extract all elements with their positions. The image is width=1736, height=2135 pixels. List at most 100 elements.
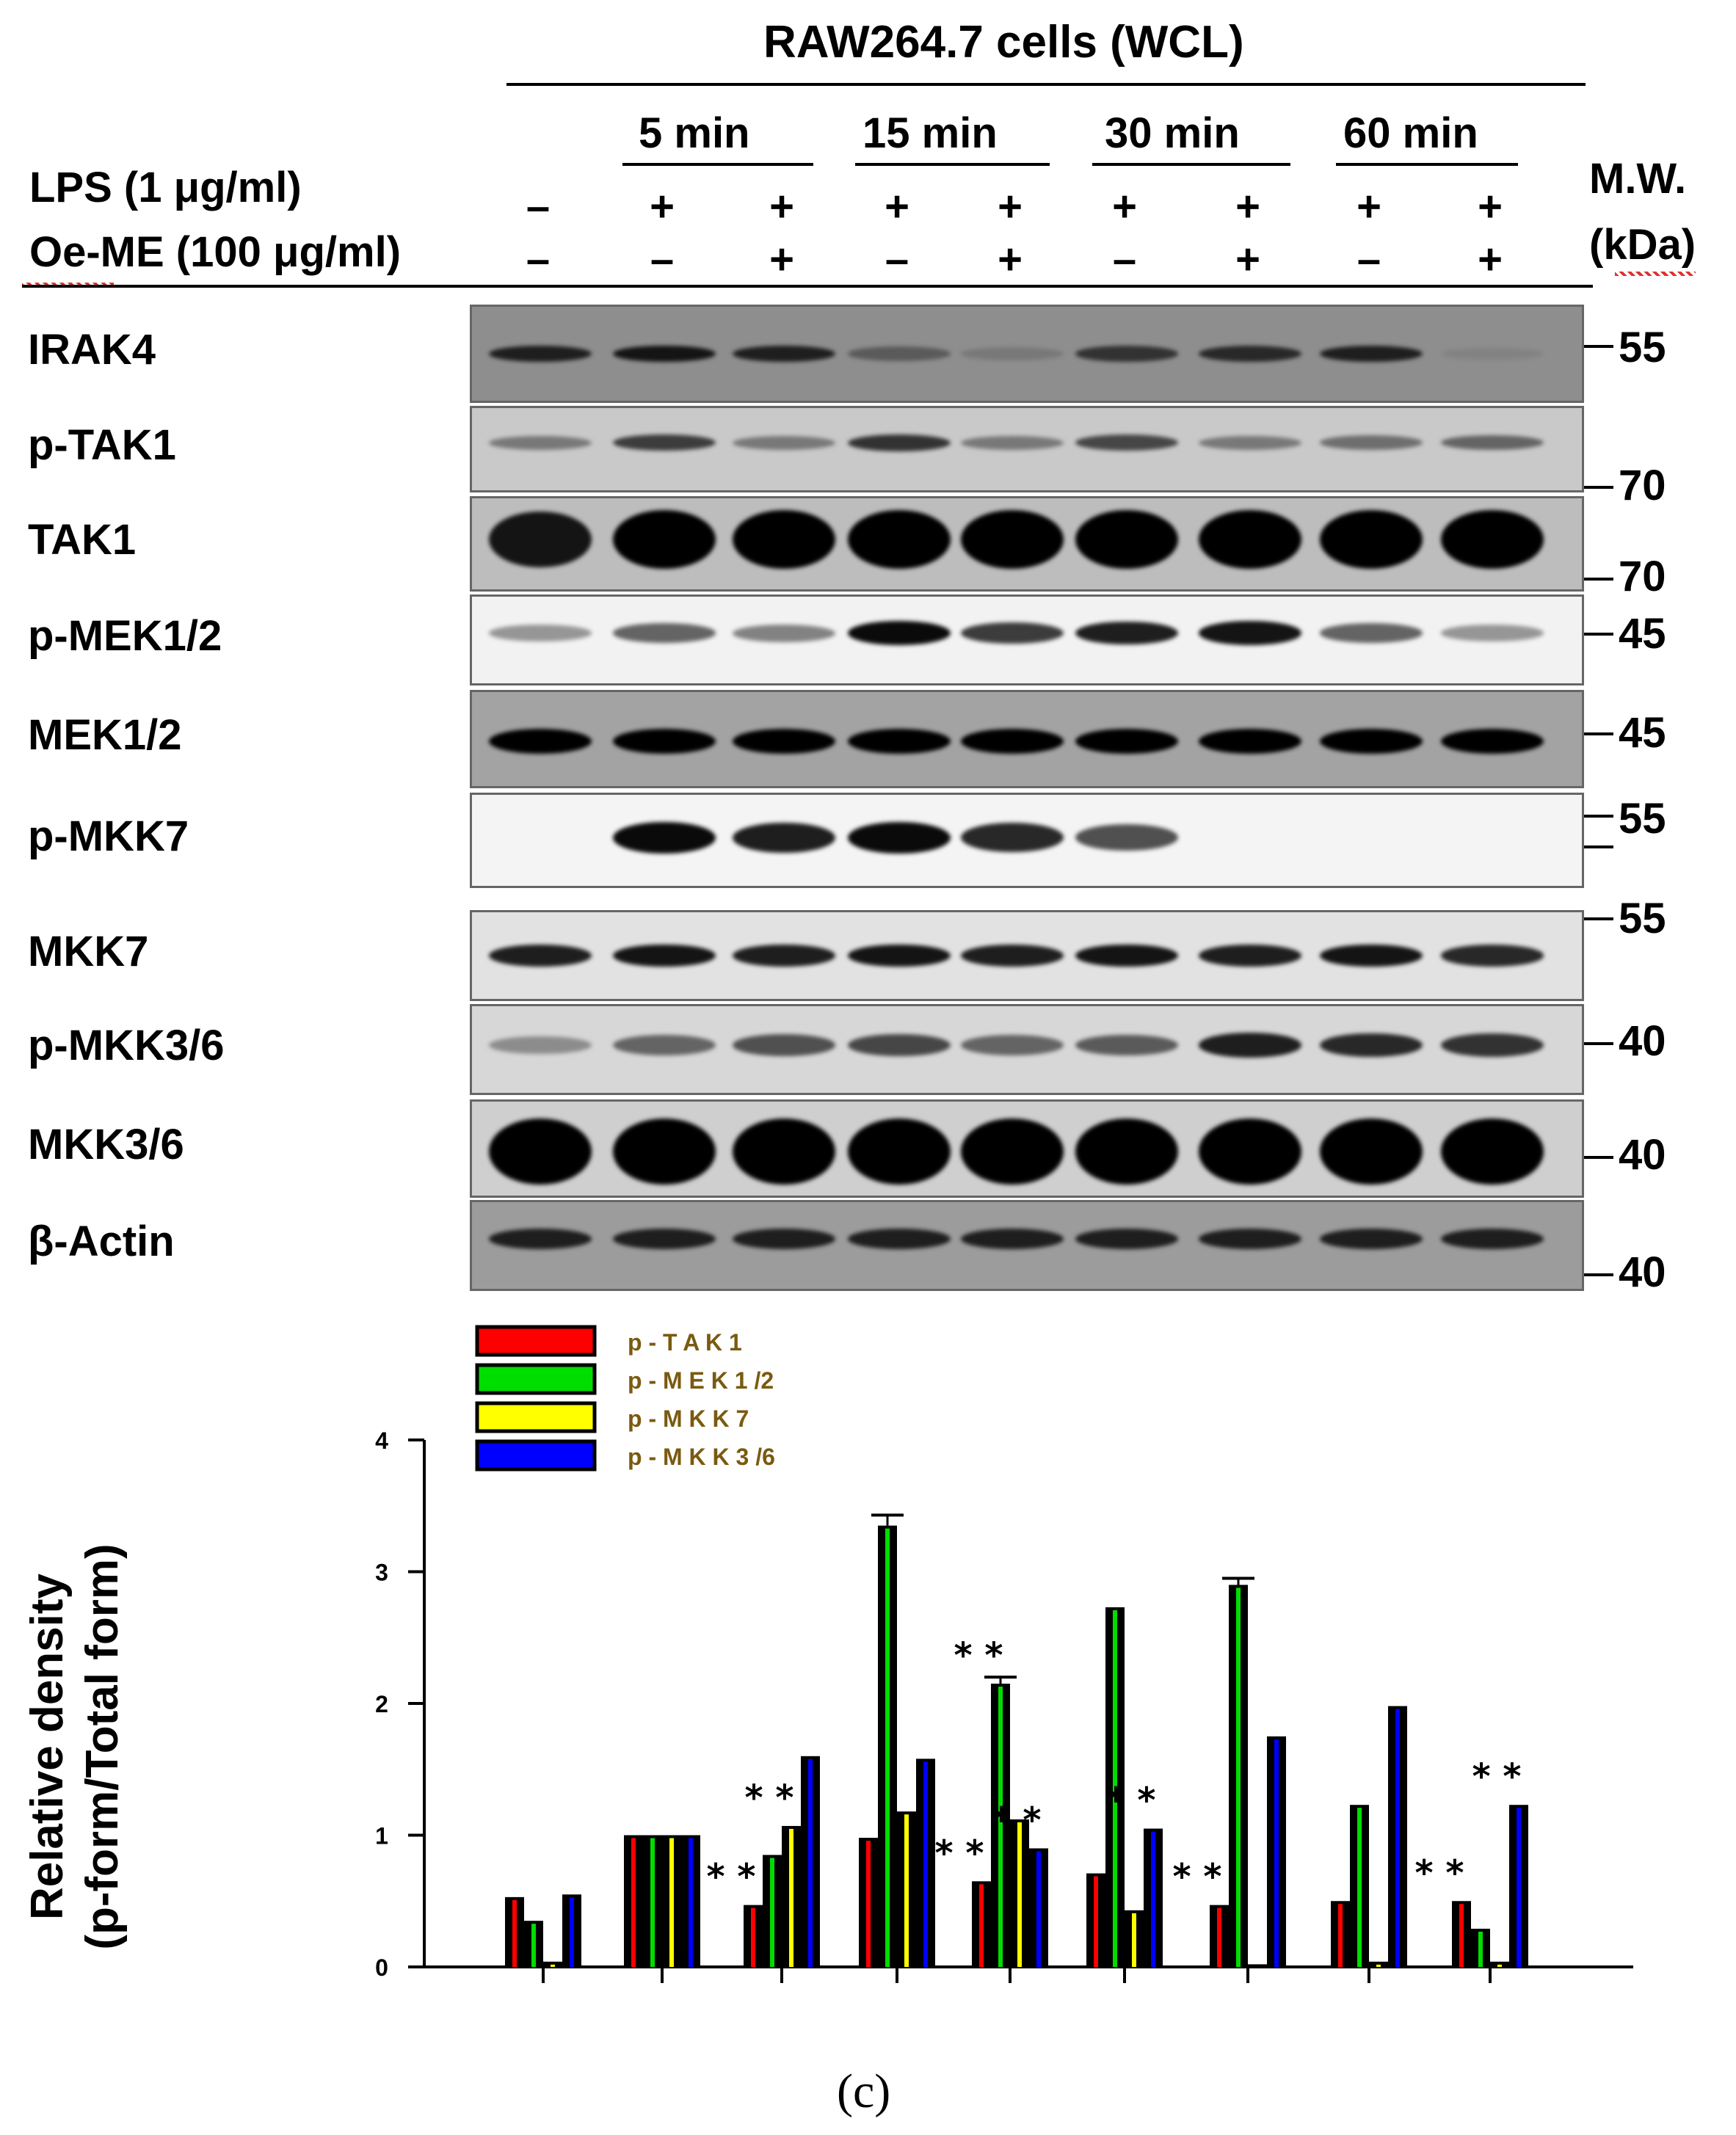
band-tak1-lane-3 <box>733 509 835 569</box>
blot-label-mkk3-6: MKK3/6 <box>28 1121 184 1168</box>
band-mek1-2-lane-7 <box>1199 728 1301 754</box>
bar-core-series2-group2 <box>650 1838 655 1967</box>
bar-core-series3-group8 <box>1376 1964 1381 1967</box>
y-tick-label-0: 0 <box>375 1954 388 1981</box>
band-mkk3-6-lane-9 <box>1441 1118 1544 1185</box>
bar-core-series4-group9 <box>1517 1808 1521 1967</box>
mw-tick-p-mkk7-1 <box>1584 845 1613 848</box>
bar-core-series1-group5 <box>979 1884 984 1967</box>
legend-label-2: p - M E K 1 /2 <box>628 1367 774 1394</box>
legend-label-3: p - M K K 7 <box>628 1405 749 1432</box>
y-axis-label-unit: (p-form/Total form) <box>77 1543 128 1949</box>
blot-label-mkk7: MKK7 <box>28 928 149 975</box>
band-mkk7-lane-2 <box>613 944 716 967</box>
bar-core-series3-group3 <box>789 1828 793 1967</box>
lps-sign-lane-1: – <box>526 183 551 230</box>
oeme-sign-lane-1: – <box>526 236 551 283</box>
mw-tick-mkk3-6 <box>1584 1156 1613 1159</box>
mw-value-p-tak1: 70 <box>1619 462 1666 509</box>
bar-core-series2-group3 <box>770 1858 774 1967</box>
band-mkk7-lane-7 <box>1199 945 1301 967</box>
bar-core-series3-group9 <box>1497 1964 1502 1967</box>
bar-core-series4-group1 <box>570 1897 574 1967</box>
band-mek1-2-lane-6 <box>1075 728 1178 754</box>
band-p-mkk7-lane-6 <box>1075 824 1178 851</box>
blot-label-tak1: TAK1 <box>28 516 137 564</box>
band--actin-lane-8 <box>1320 1228 1423 1249</box>
band-mkk3-6-lane-3 <box>733 1118 835 1185</box>
mw-value-p-mek1-2: 45 <box>1619 610 1666 658</box>
band-p-mkk3-6-lane-5 <box>961 1035 1064 1056</box>
bar-core-series2-group7 <box>1236 1587 1241 1967</box>
timepoint-underline-15min <box>855 163 1050 166</box>
band-p-mek1-2-lane-8 <box>1320 623 1423 643</box>
y-tick-label-3: 3 <box>375 1560 388 1586</box>
figure-caption: (c) <box>837 2065 891 2118</box>
blot-label-irak4: IRAK4 <box>28 326 156 374</box>
band-mkk7-lane-8 <box>1320 944 1423 967</box>
band-mkk7-lane-1 <box>489 945 592 967</box>
lps-sign-lane-2: + <box>650 183 675 230</box>
bar-core-series1-group1 <box>512 1899 517 1967</box>
cell-line-underline <box>506 83 1586 86</box>
band-p-mkk3-6-lane-2 <box>613 1035 716 1056</box>
bar-core-series4-group5 <box>1036 1851 1041 1967</box>
mw-value-tak1: 70 <box>1619 553 1666 600</box>
bar-core-series2-group6 <box>1113 1610 1117 1967</box>
significance-marker-1: * * <box>707 1857 756 1898</box>
oeme-sign-lane-8: – <box>1357 236 1381 283</box>
bar-core-series4-group7 <box>1274 1739 1279 1967</box>
blot-panel--actin <box>470 1200 1584 1291</box>
band-mkk3-6-lane-7 <box>1199 1118 1301 1185</box>
band-p-mkk7-lane-4 <box>848 821 951 854</box>
band-mkk3-6-lane-5 <box>961 1118 1064 1185</box>
bar-core-series3-group1 <box>551 1964 555 1967</box>
legend-swatch-1 <box>475 1325 597 1357</box>
oeme-sign-lane-4: – <box>885 236 909 283</box>
bar-core-series3-group5 <box>1017 1822 1022 1967</box>
oeme-sign-lane-2: – <box>650 236 675 283</box>
band-mek1-2-lane-3 <box>733 728 835 754</box>
band-mek1-2-lane-9 <box>1441 728 1544 754</box>
band-irak4-lane-3 <box>733 345 835 363</box>
band-mkk3-6-lane-1 <box>489 1118 592 1185</box>
band-mkk3-6-lane-6 <box>1075 1118 1178 1185</box>
band-p-mkk3-6-lane-7 <box>1199 1033 1301 1058</box>
mw-value--actin: 40 <box>1619 1248 1666 1296</box>
band-mkk3-6-lane-2 <box>613 1118 716 1185</box>
mw-tick-mkk7 <box>1584 917 1613 920</box>
band--actin-lane-5 <box>961 1228 1064 1249</box>
y-tick-label-1: 1 <box>375 1823 388 1850</box>
mw-tick-tak1 <box>1584 578 1613 581</box>
blot-panel-tak1 <box>470 496 1584 592</box>
band-tak1-lane-9 <box>1441 509 1544 569</box>
oeme-sign-lane-3: + <box>769 236 794 283</box>
cell-line-title: RAW264.7 cells (WCL) <box>763 17 1244 68</box>
lps-sign-lane-8: + <box>1357 183 1381 230</box>
band-irak4-lane-2 <box>613 345 716 363</box>
bar-core-series3-group2 <box>669 1838 674 1967</box>
significance-marker-8: * * <box>1415 1852 1464 1894</box>
bar-series3-group8 <box>1369 1961 1388 1967</box>
band-p-mek1-2-lane-1 <box>489 625 592 641</box>
oeme-sign-lane-5: + <box>998 236 1023 283</box>
mw-value-p-mkk3-6: 40 <box>1619 1017 1666 1065</box>
band-p-mek1-2-lane-9 <box>1441 625 1544 641</box>
mw-tick-mek1-2 <box>1584 732 1613 735</box>
band-irak4-lane-5 <box>961 347 1064 360</box>
mw-tick--actin <box>1584 1273 1613 1276</box>
blot-label--actin: β-Actin <box>28 1218 175 1265</box>
mw-tick-p-mkk7 <box>1584 815 1613 818</box>
bar-core-series1-group7 <box>1217 1907 1221 1967</box>
blot-label-p-tak1: p-TAK1 <box>28 421 176 469</box>
band-p-mek1-2-lane-7 <box>1199 621 1301 645</box>
legend-swatch-2 <box>475 1363 597 1395</box>
bar-series3-group9 <box>1490 1961 1509 1967</box>
lps-sign-lane-4: + <box>885 183 909 230</box>
band-p-tak1-lane-8 <box>1320 435 1423 450</box>
band-p-mkk3-6-lane-6 <box>1075 1034 1178 1056</box>
treatment-underline <box>22 285 1593 288</box>
bar-core-series1-group3 <box>751 1907 755 1967</box>
timepoint-30min: 30 min <box>1105 109 1240 157</box>
band-p-mkk3-6-lane-3 <box>733 1034 835 1056</box>
